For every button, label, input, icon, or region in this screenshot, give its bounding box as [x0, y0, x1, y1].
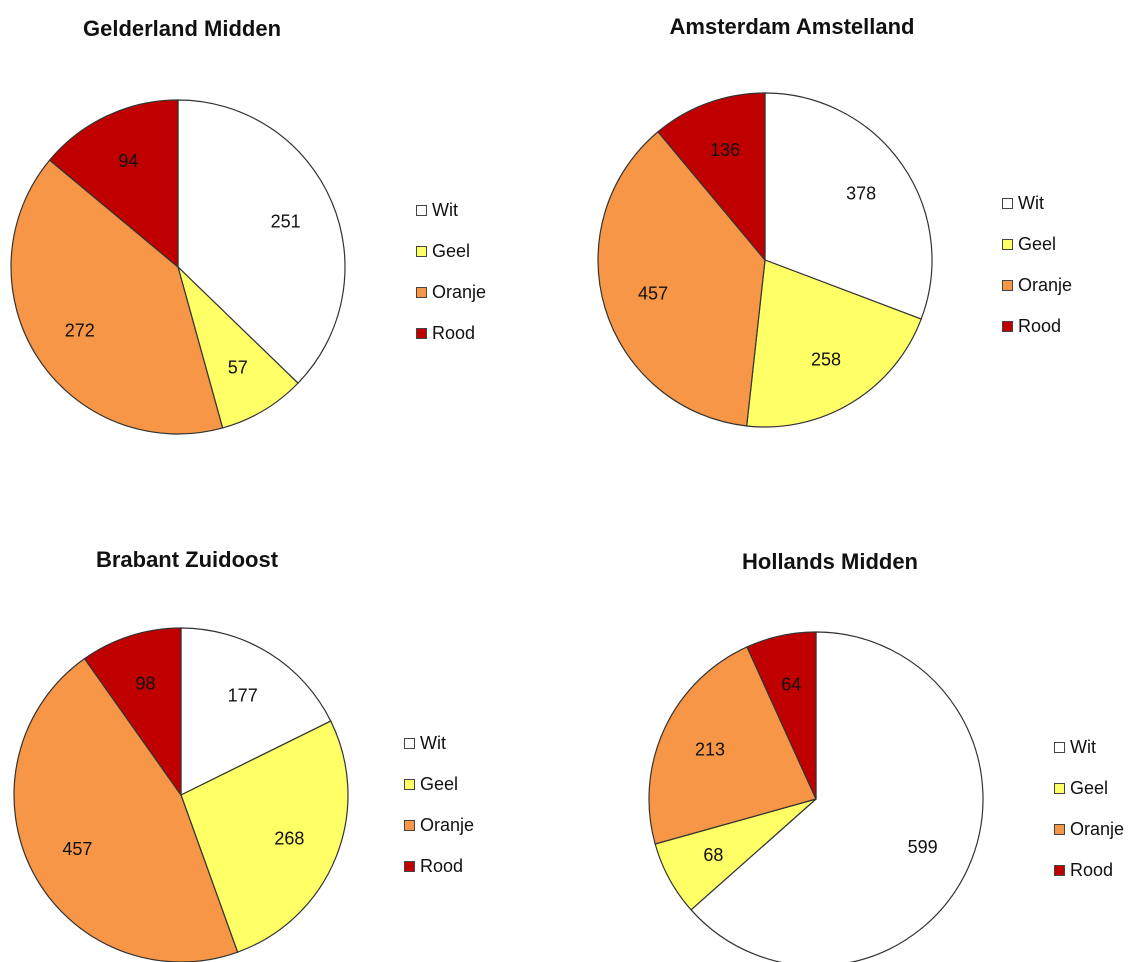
legend-swatch — [1054, 824, 1065, 835]
chart-legend: Wit Geel Oranje Rood — [404, 723, 474, 887]
chart-panel-gelderland-midden: Gelderland Midden 251 57 272 94 Wit Geel Oran… — [0, 0, 568, 481]
data-label-oranje: 213 — [695, 740, 725, 760]
legend-label: Geel — [1018, 234, 1057, 254]
legend-swatch — [416, 328, 427, 339]
data-label-wit: 599 — [908, 837, 938, 857]
pie-slice-wit — [764, 92, 933, 320]
legend-item-geel: Geel — [404, 764, 474, 805]
pie-slice-wit — [177, 99, 346, 384]
legend-item-rood: Rood — [404, 846, 474, 887]
chart-panel-amsterdam-amstelland: Amsterdam Amstelland 378 258 457 136 Wit Gee… — [568, 0, 1136, 481]
legend-item-geel: Geel — [416, 231, 486, 272]
legend-swatch — [404, 779, 415, 790]
legend-item-oranje: Oranje — [1054, 809, 1124, 850]
pie-slice-geel — [180, 720, 349, 953]
pie-slice-rood — [657, 92, 766, 262]
legend-label: Rood — [432, 323, 476, 343]
legend-item-rood: Rood — [1054, 850, 1124, 891]
legend-swatch — [1054, 783, 1065, 794]
legend-item-oranje: Oranje — [1002, 265, 1072, 306]
pie-slice-rood — [746, 631, 817, 800]
legend-label: Rood — [1018, 316, 1062, 336]
legend-item-wit: Wit — [1054, 727, 1124, 768]
pie-slice-oranje — [10, 159, 224, 435]
legend-swatch — [1054, 865, 1065, 876]
pie-chart: 177 268 457 98 — [13, 627, 349, 962]
chart-legend: Wit Geel Oranje Rood — [416, 190, 486, 354]
chart-title: Brabant Zuidoost — [95, 547, 279, 572]
legend-label: Geel — [420, 774, 459, 794]
data-label-geel: 268 — [274, 829, 304, 849]
legend-label: Oranje — [1070, 819, 1125, 839]
data-label-oranje: 457 — [638, 284, 668, 304]
data-label-rood: 94 — [118, 151, 138, 171]
pie-slice-geel — [746, 259, 922, 428]
data-label-geel: 258 — [811, 350, 841, 370]
legend-label: Wit — [420, 733, 446, 753]
pie-chart: 251 57 272 94 — [10, 99, 346, 435]
pie-slice-rood — [48, 99, 179, 269]
pie-chart: 378 258 457 136 — [597, 92, 933, 428]
data-label-geel: 68 — [703, 845, 723, 865]
pie-slice-wit — [690, 631, 984, 962]
legend-swatch — [404, 861, 415, 872]
pie-slice-oranje — [648, 646, 817, 845]
data-label-rood: 98 — [136, 674, 156, 694]
legend-label: Rood — [1070, 860, 1114, 880]
legend-item-wit: Wit — [416, 190, 486, 231]
pie-chart: 599 68 213 64 — [648, 631, 984, 962]
pie-slice-rood — [83, 627, 182, 797]
legend-item-geel: Geel — [1054, 768, 1124, 809]
legend-label: Wit — [1018, 193, 1044, 213]
legend-label: Rood — [420, 856, 464, 876]
legend-item-rood: Rood — [1002, 306, 1072, 347]
legend-swatch — [1002, 239, 1013, 250]
legend-swatch — [416, 287, 427, 298]
chart-panel-hollands-midden: Hollands Midden 599 68 213 64 Wit Geel Oranje… — [568, 481, 1136, 962]
data-label-oranje: 272 — [65, 320, 95, 340]
legend-item-oranje: Oranje — [416, 272, 486, 313]
legend-swatch — [416, 205, 427, 216]
data-label-wit: 378 — [846, 184, 876, 204]
legend-label: Oranje — [432, 282, 487, 302]
chart-panel-brabant-zuidoost: Brabant Zuidoost 177 268 457 98 Wit Geel Oran… — [0, 481, 568, 962]
legend-item-oranje: Oranje — [404, 805, 474, 846]
legend-label: Wit — [432, 200, 458, 220]
chart-title: Gelderland Midden — [82, 16, 282, 41]
legend-swatch — [404, 738, 415, 749]
legend-item-rood: Rood — [416, 313, 486, 354]
data-label-rood: 136 — [710, 140, 740, 160]
pie-slice-wit — [180, 627, 332, 796]
pie-slice-geel — [176, 265, 299, 429]
chart-legend: Wit Geel Oranje Rood — [1054, 727, 1124, 891]
chart-title: Hollands Midden — [742, 549, 918, 574]
data-label-wit: 251 — [271, 211, 301, 231]
legend-label: Wit — [1070, 737, 1096, 757]
legend-label: Geel — [432, 241, 471, 261]
legend-label: Oranje — [420, 815, 475, 835]
data-label-geel: 57 — [228, 358, 248, 378]
legend-swatch — [1054, 742, 1065, 753]
data-label-oranje: 457 — [62, 839, 92, 859]
legend-label: Geel — [1070, 778, 1109, 798]
legend-swatch — [1002, 321, 1013, 332]
legend-item-geel: Geel — [1002, 224, 1072, 265]
legend-swatch — [416, 246, 427, 257]
legend-label: Oranje — [1018, 275, 1073, 295]
data-label-rood: 64 — [781, 675, 801, 695]
chart-title: Amsterdam Amstelland — [669, 14, 915, 39]
legend-item-wit: Wit — [404, 723, 474, 764]
pie-slice-oranje — [597, 130, 766, 427]
legend-swatch — [1002, 198, 1013, 209]
legend-swatch — [1002, 280, 1013, 291]
legend-item-wit: Wit — [1002, 183, 1072, 224]
data-label-wit: 177 — [228, 686, 258, 706]
chart-legend: Wit Geel Oranje Rood — [1002, 183, 1072, 347]
legend-swatch — [404, 820, 415, 831]
